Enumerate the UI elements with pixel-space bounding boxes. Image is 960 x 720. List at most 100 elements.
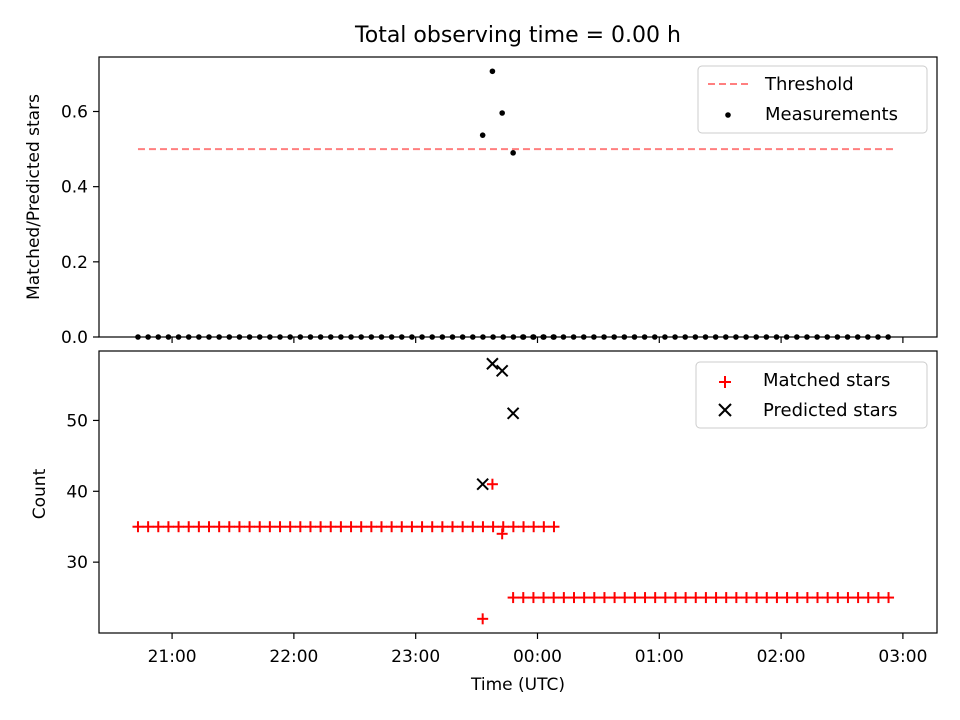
matched-star-point [294,521,306,533]
matched-star-point [751,592,763,604]
legend-threshold-label: Threshold [764,74,854,95]
matched-star-point [244,521,256,533]
measurement-point [489,68,496,75]
x-tick-label: 01:00 [635,647,684,667]
matched-star-point [609,592,621,604]
count-y-axis: 30 40 50 [66,411,99,573]
x-tick-label: 22:00 [269,647,318,667]
ratio-x-axis [171,337,904,343]
matched-star-point [578,592,590,604]
legend-measurements-swatch [725,112,731,118]
matched-star-point [477,613,489,625]
matched-star-point [700,592,712,604]
matched-star-point [345,521,357,533]
count-y-tick-label: 30 [66,553,88,573]
matched-star-point [639,592,651,604]
matched-star-point [254,521,266,533]
matched-star-point [730,592,742,604]
predicted-star-point [486,357,499,370]
matched-star-point [690,592,702,604]
matched-star-point [233,521,245,533]
matched-star-point [852,592,864,604]
measurement-point [510,150,516,156]
matched-star-point [203,521,215,533]
matched-star-point [223,521,235,533]
ratio-legend: Threshold Measurements [697,65,928,134]
matched-star-point [518,521,530,533]
legend-predicted-swatch [718,403,732,417]
ratio-y-tick-label: 0.4 [61,178,88,198]
matched-star-point [740,592,752,604]
matched-star-point [274,521,286,533]
matched-star-point [538,521,550,533]
matched-star-point [812,592,824,604]
matched-star-point [548,521,560,533]
ratio-legend-box [697,65,928,134]
ratio-y-label: Matched/Predicted stars [24,94,44,300]
ratio-y-tick-label: 0.0 [61,328,88,348]
x-tick-label: 21:00 [148,647,197,667]
ratio-y-axis: 0.0 0.2 0.4 0.6 [61,102,99,348]
legend-matched-swatch [719,376,731,388]
matched-star-point [477,521,489,533]
predicted-star-point [495,364,509,378]
matched-star-point [426,521,438,533]
count-y-label: Count [30,468,50,519]
matched-star-point [598,592,610,604]
matched-star-point [416,521,428,533]
count-legend-box [695,361,928,429]
matched-star-point [568,592,580,604]
count-x-axis: 21:00 22:00 23:00 00:00 01:00 02:00 03:00 [148,633,927,667]
matched-star-point [447,521,459,533]
predicted-star-point [476,477,489,491]
ratio-panel: 0.0 0.2 0.4 0.6 Matched/Predicted stars Thr… [24,56,938,348]
count-panel: 30 40 50 21:00 22:00 23:00 00:00 01:00 02:00 03:… [30,350,938,695]
matched-star-point [649,592,661,604]
matched-star-point [487,521,499,533]
x-axis-label: Time (UTC) [470,675,565,695]
matched-star-point [325,521,337,533]
matched-star-point [467,521,479,533]
count-y-tick-label: 40 [66,482,88,502]
matched-star-point [457,521,469,533]
matched-star-point [375,521,387,533]
matched-star-point [619,592,631,604]
matched-star-point [193,521,205,533]
count-plot-area [132,357,895,625]
matched-star-point [162,521,174,533]
matched-star-point [396,521,408,533]
ratio-y-tick-label: 0.6 [61,102,88,122]
matched-star-point [304,521,316,533]
matched-star-point [832,592,844,604]
matched-star-point [680,592,692,604]
matched-star-point [761,592,773,604]
matched-star-point [710,592,722,604]
matched-star-point [183,521,195,533]
x-tick-label: 00:00 [513,647,562,667]
matched-star-point [659,592,671,604]
matched-star-point [355,521,367,533]
matched-star-point [669,592,681,604]
matched-star-point [528,521,540,533]
matched-star-point [173,521,185,533]
measurement-point [479,132,486,138]
matched-star-point [132,521,144,533]
count-legend: Matched stars Predicted stars [695,361,928,429]
matched-star-point [284,521,296,533]
matched-star-point [558,592,570,604]
measurement-point [499,110,505,116]
matched-star-point [507,592,519,604]
matched-star-point [872,592,884,604]
predicted-star-point [506,407,520,420]
matched-star-point [507,521,519,533]
matched-star-point [548,592,560,604]
matched-star-point [629,592,641,604]
matched-star-point [386,521,398,533]
matched-star-point [517,592,529,604]
matched-star-point [365,521,377,533]
matched-star-point [152,521,164,533]
matched-star-point [436,521,448,533]
matched-star-point [486,478,498,490]
matched-star-point [588,592,600,604]
count-y-tick-label: 50 [66,411,88,431]
